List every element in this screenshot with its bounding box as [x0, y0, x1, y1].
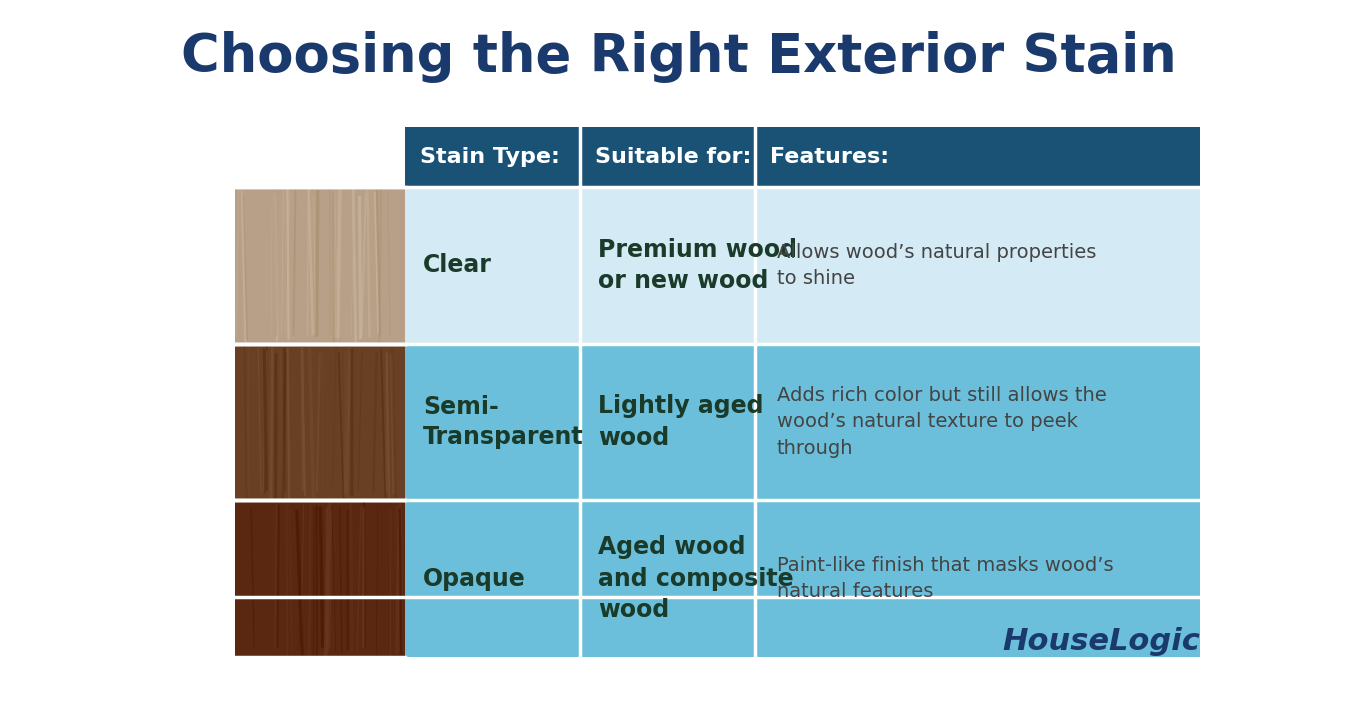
Text: HouseLogic: HouseLogic: [1002, 627, 1200, 657]
Text: Choosing the Right Exterior Stain: Choosing the Right Exterior Stain: [181, 31, 1177, 83]
Text: Opaque: Opaque: [423, 566, 526, 591]
Text: Paint-like finish that masks wood’s
natural features: Paint-like finish that masks wood’s natu…: [777, 556, 1113, 602]
Text: Premium wood
or new wood: Premium wood or new wood: [598, 237, 796, 293]
Bar: [405, 343, 580, 500]
Bar: [580, 187, 754, 343]
Bar: [580, 343, 754, 500]
Bar: [754, 343, 1200, 500]
Bar: [405, 127, 1200, 187]
Text: Stain Type:: Stain Type:: [420, 147, 560, 167]
Text: Features:: Features:: [769, 147, 889, 167]
Text: Aged wood
and composite
wood: Aged wood and composite wood: [598, 535, 794, 622]
Bar: [235, 500, 405, 657]
Text: Lightly aged
wood: Lightly aged wood: [598, 394, 764, 450]
Bar: [754, 500, 1200, 657]
Bar: [405, 187, 580, 343]
Text: Clear: Clear: [423, 253, 492, 277]
Bar: [235, 343, 405, 500]
Bar: [754, 187, 1200, 343]
Text: Semi-
Transparent: Semi- Transparent: [423, 395, 583, 449]
Text: Adds rich color but still allows the
wood’s natural texture to peek
through: Adds rich color but still allows the woo…: [777, 386, 1106, 458]
Bar: [235, 187, 405, 343]
Text: Suitable for:: Suitable for:: [595, 147, 752, 167]
Text: Allows wood’s natural properties
to shine: Allows wood’s natural properties to shin…: [777, 242, 1097, 288]
Bar: [405, 500, 580, 657]
Bar: [580, 500, 754, 657]
